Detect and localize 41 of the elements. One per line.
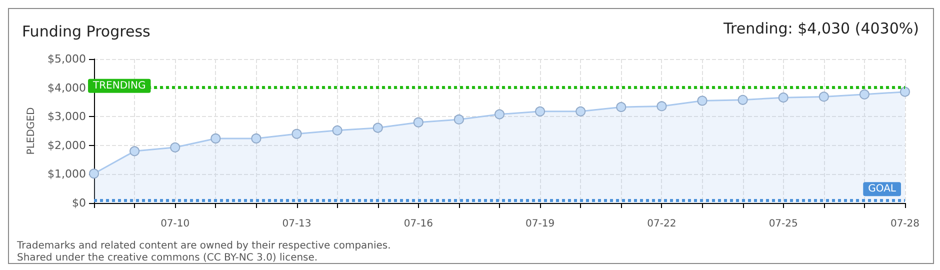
point: [454, 114, 464, 124]
point: [616, 102, 626, 112]
x-tick-label: 07-25: [768, 218, 798, 230]
y-axis-title: PLEDGED: [26, 107, 38, 155]
y-tick-label: $4,000: [48, 81, 86, 94]
y-tick-label: $2,000: [48, 138, 86, 152]
ref-line-label: TRENDING: [92, 80, 146, 92]
x-tick-label: 07-19: [526, 218, 555, 230]
point: [332, 125, 342, 136]
text: Shared under the creative commons (CC BY-NC 3.0) license.: [17, 252, 318, 264]
point: [89, 168, 99, 179]
chart-title: Funding Progress: [22, 22, 151, 40]
point: [900, 86, 910, 97]
point: [413, 117, 424, 128]
point: [576, 106, 586, 116]
x-tick-label: 07-13: [282, 218, 312, 230]
point: [372, 122, 383, 133]
point: [697, 96, 708, 106]
text: Trademarks and related content are owned by their respective companies.: [16, 240, 391, 252]
x-tick-label: 07-22: [647, 218, 676, 230]
point: [170, 142, 180, 152]
y-tick-label: $5,000: [48, 52, 86, 66]
point: [130, 146, 140, 156]
x-tick-label: 07-16: [404, 218, 433, 230]
point: [859, 89, 870, 100]
point: [494, 109, 504, 120]
point: [292, 128, 302, 139]
point: [738, 94, 748, 105]
y-tick-label: $3,000: [48, 110, 86, 124]
chart-subtitle: Trending: $4,030 (4030%): [722, 20, 920, 38]
point: [210, 133, 221, 144]
y-tick-label: $0: [72, 196, 86, 210]
x-tick-label: 07-10: [160, 218, 190, 230]
x-tick-label: 07-28: [890, 218, 920, 230]
point: [778, 92, 788, 103]
ref-line-label: GOAL: [868, 184, 896, 195]
point: [251, 133, 262, 144]
point: [535, 106, 546, 116]
point: [818, 92, 829, 102]
point: [656, 101, 667, 112]
y-tick-label: $1,000: [48, 168, 86, 181]
